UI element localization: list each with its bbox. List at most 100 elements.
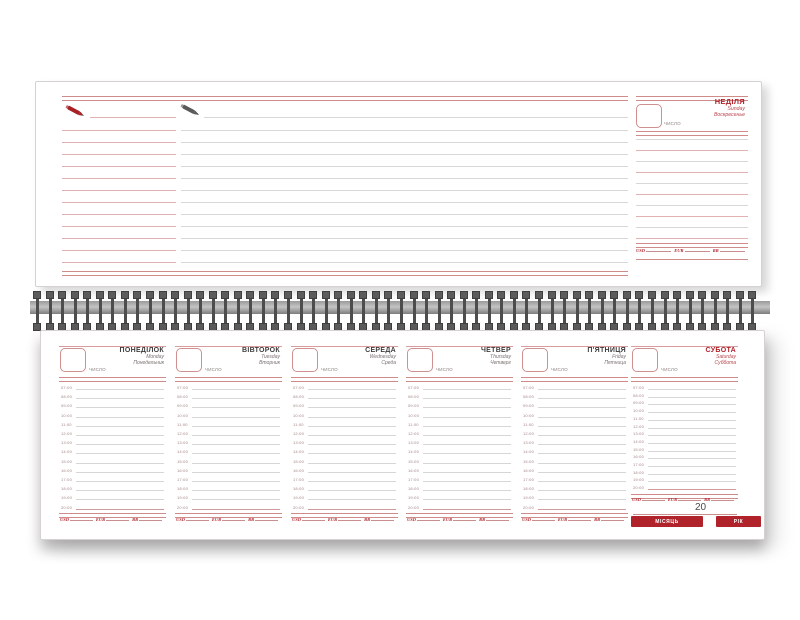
time-row: 11:00 (633, 416, 736, 429)
day-header: ЧЕТВЕР Thursday Четверг (481, 347, 511, 367)
currency-row: USD EUR RR (176, 517, 281, 522)
time-fill-line (423, 481, 511, 482)
time-row: 09:00 (523, 403, 626, 416)
time-fill-line (76, 481, 164, 482)
time-fill-line (538, 407, 626, 409)
time-row: 13:00 (408, 440, 511, 453)
currency-fill-line (601, 519, 625, 521)
time-label: 14:00 (177, 449, 189, 455)
time-grid: 07:00 08:00 09:00 10:00 11:00 12:00 13:00 14:00… (521, 331, 628, 531)
time-row: 16:00 (177, 468, 280, 481)
day-name-ru: Вторник (259, 360, 280, 367)
note-line (181, 226, 628, 227)
time-row: 08:00 (61, 394, 164, 407)
day-name-en: Thursday (490, 354, 511, 361)
note-line (62, 130, 176, 131)
time-row: 19:00 (61, 495, 164, 508)
currency-fill-line (646, 250, 672, 252)
time-fill-line (192, 471, 280, 473)
day-column-monday: ЧИСЛО ПОНЕДІЛОК Monday Понедельник 07:00… (59, 331, 166, 541)
currency-fill-line (417, 519, 440, 521)
currency-label: USD (636, 248, 646, 253)
time-fill-line (648, 466, 736, 467)
time-label: 20:00 (633, 485, 645, 491)
spiral-pin (735, 291, 744, 331)
time-fill-line (648, 450, 736, 452)
time-label: 15:00 (293, 458, 305, 464)
time-fill-line (648, 481, 736, 483)
day-column-saturday: ЧИСЛО СУБОТА Saturday Суббота 07:00 08:00… (631, 331, 738, 541)
spiral-pin-cap (246, 291, 255, 299)
time-label: 10:00 (408, 412, 420, 418)
time-row: 14:00 (177, 449, 280, 462)
day-name-ru: Четверг (490, 360, 511, 367)
time-row: 18:00 (293, 486, 396, 499)
sunday-line (636, 139, 748, 140)
currency-fill-line (678, 499, 702, 501)
spiral-pin (723, 291, 732, 331)
spiral-pin-cap (58, 291, 67, 299)
currency-fill-line (70, 519, 93, 521)
currency-fill-line (719, 250, 745, 252)
day-name-ru: Понедельник (133, 360, 164, 367)
time-label: 14:00 (293, 449, 305, 455)
time-label: 11:00 (408, 421, 419, 427)
spiral-pin-cap (284, 291, 292, 299)
time-label: 13:00 (61, 440, 73, 446)
spiral-pin-cap (447, 291, 456, 299)
spiral-pin (710, 291, 719, 331)
time-label: 11:00 (61, 421, 72, 427)
time-row: 16:00 (633, 454, 736, 467)
time-row: 15:00 (61, 459, 164, 472)
spiral-pin (208, 291, 217, 331)
time-label: 14:00 (523, 449, 535, 455)
time-row: 07:00 (408, 385, 511, 398)
time-label: 17:00 (523, 477, 535, 482)
time-fill-line (423, 435, 511, 436)
time-label: 09:00 (61, 403, 73, 409)
time-row: 19:00 (177, 495, 280, 508)
spiral-pin-cap (522, 291, 531, 299)
time-row: 16:00 (61, 468, 164, 481)
time-row: 11:00 (177, 422, 280, 435)
date-label: ЧИСЛО (205, 367, 222, 372)
grid-end-rule (631, 494, 738, 499)
time-fill-line (423, 490, 511, 492)
time-label: 13:00 (523, 440, 535, 446)
note-line (62, 202, 176, 203)
spiral-pin (459, 291, 468, 331)
time-row: 18:00 (633, 470, 736, 483)
time-label: 16:00 (293, 467, 305, 473)
date-box (60, 348, 86, 372)
spiral-pin (497, 291, 506, 331)
time-fill-line (76, 499, 164, 501)
currency-label: USD (522, 517, 532, 522)
time-fill-line (423, 471, 511, 473)
time-label: 17:00 (177, 477, 189, 482)
spiral-pin (158, 291, 167, 331)
top-page: ЧИСЛО НЕДІЛЯ Sunday Воскресенье USD EUR RR (35, 81, 762, 287)
time-label: 17:00 (408, 477, 420, 482)
currency-label: EUR (557, 517, 568, 522)
spiral-pin (522, 291, 531, 331)
date-label: ЧИСЛО (436, 367, 453, 372)
time-row: 10:00 (408, 413, 511, 426)
time-label: 20:00 (177, 504, 189, 510)
spiral-pin-cap (33, 323, 41, 331)
spiral-pin-cap (83, 291, 92, 299)
time-fill-line (423, 462, 511, 464)
spiral-pin (535, 291, 543, 331)
time-label: 07:00 (177, 385, 189, 390)
time-row: 13:00 (177, 440, 280, 453)
spiral-pin-cap (434, 291, 443, 299)
time-fill-line (192, 389, 280, 390)
time-label: 10:00 (293, 412, 305, 418)
time-label: 09:00 (523, 403, 535, 409)
sunday-line (636, 172, 748, 173)
day-name-ua: ЧЕТВЕР (480, 347, 511, 354)
sunday-top-rule (636, 96, 748, 101)
time-label: 07:00 (633, 385, 645, 390)
time-label: 20:00 (61, 504, 73, 510)
spiral-pin-cap (183, 291, 192, 299)
currency-label: EUR (95, 517, 106, 522)
